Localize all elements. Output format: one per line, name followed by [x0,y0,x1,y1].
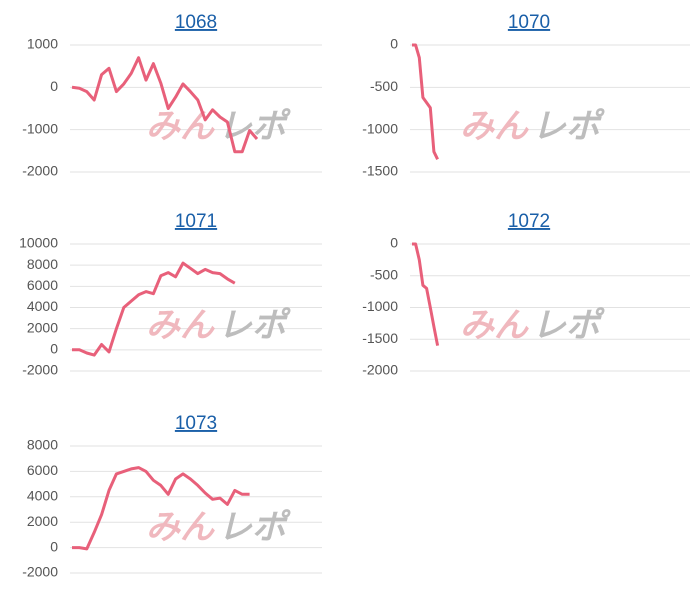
watermark: レポ [218,306,291,344]
data-line [72,466,250,551]
y-tick-label: 0 [50,78,58,94]
data-line [72,261,236,357]
watermark: みん [146,508,215,546]
y-tick-label: 8000 [27,256,58,272]
chart-title[interactable]: 1071 [175,211,217,232]
y-tick-label: -1500 [362,163,398,179]
y-tick-label: 0 [50,538,58,554]
chart-title[interactable]: 1072 [508,211,550,232]
y-tick-label: 1000 [27,36,58,52]
chart-title[interactable]: 1070 [508,12,550,33]
data-line [412,43,439,160]
y-tick-label: 2000 [27,319,58,335]
y-tick-label: 4000 [27,488,58,504]
chart-panel: 1071 -2000 0 2000 4000 6000 8000 10000 みん レポ [19,211,322,378]
y-tick-label: -1000 [362,120,398,136]
y-tick-label: 4000 [27,298,58,314]
y-tick-label: -2000 [22,362,58,378]
data-line [412,242,440,346]
y-tick-label: -2000 [362,362,398,378]
watermark: レポ [532,107,605,145]
chart-panel: 1070 -1500 -1000 -500 0 みん レポ [362,12,690,179]
y-tick-label: 0 [390,235,398,251]
watermark: みん [460,306,529,344]
y-tick-label: -500 [370,266,398,282]
y-tick-label: -2000 [22,564,58,580]
data-line [71,56,259,154]
y-tick-label: 10000 [19,235,58,251]
y-tick-label: 8000 [27,437,58,453]
watermark: みん [146,107,215,145]
watermark: レポ [218,508,291,546]
y-tick-label: -1500 [362,330,398,346]
y-tick-label: -500 [370,78,398,94]
y-tick-label: 2000 [27,513,58,529]
y-tick-label: -1000 [22,120,58,136]
watermark: みん [146,306,215,344]
chart-panel: 1072 -2000 -1500 -1000 -500 0 みん レポ [362,211,690,378]
chart-panel: 1073 -2000 0 2000 4000 6000 8000 みん レポ [22,413,322,580]
chart-title[interactable]: 1068 [175,12,217,33]
y-tick-label: 0 [390,36,398,52]
y-tick-label: 6000 [27,462,58,478]
chart-title[interactable]: 1073 [175,413,217,434]
watermark: レポ [532,306,605,344]
y-tick-label: -1000 [362,298,398,314]
y-tick-label: 6000 [27,277,58,293]
watermark: みん [460,107,529,145]
y-tick-label: 0 [50,341,58,357]
y-tick-label: -2000 [22,163,58,179]
